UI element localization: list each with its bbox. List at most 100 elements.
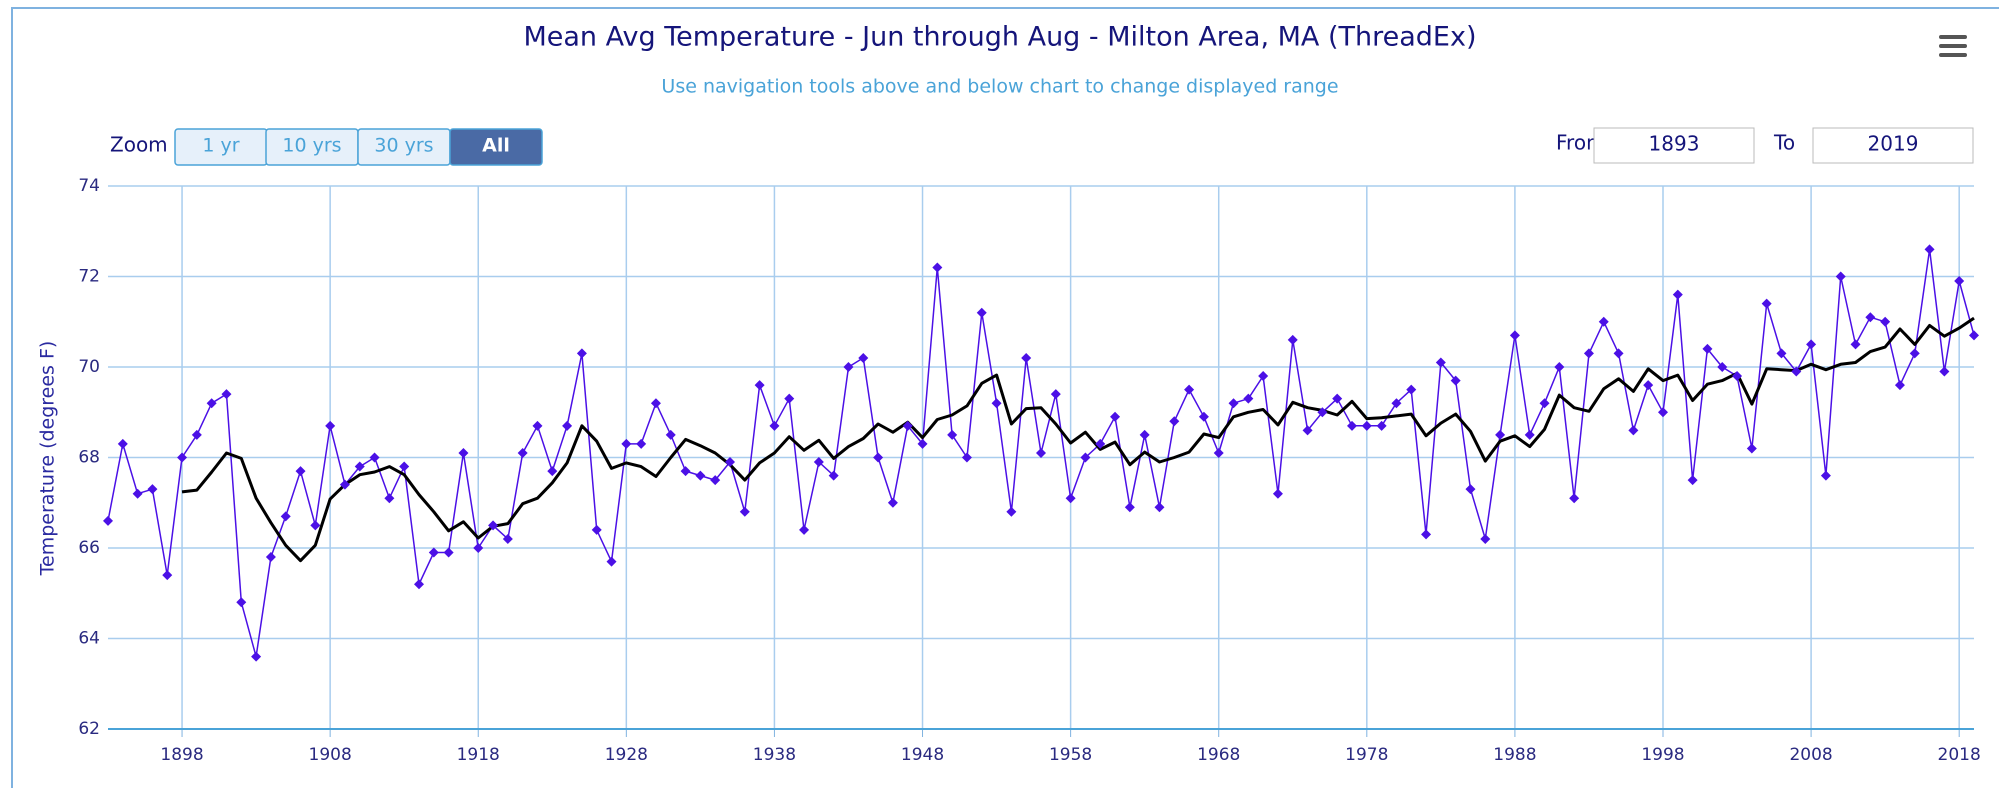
from-input[interactable] <box>1593 127 1755 164</box>
data-point[interactable] <box>1672 289 1683 300</box>
data-point[interactable] <box>947 429 958 440</box>
data-point[interactable] <box>103 515 113 526</box>
data-point[interactable] <box>621 438 632 449</box>
data-point[interactable] <box>162 570 173 581</box>
to-input[interactable] <box>1812 127 1974 164</box>
data-point[interactable] <box>1406 384 1417 395</box>
data-point[interactable] <box>887 497 898 508</box>
data-point[interactable] <box>710 475 721 486</box>
data-point[interactable] <box>1909 348 1920 359</box>
data-point[interactable] <box>1435 357 1446 368</box>
data-point[interactable] <box>1347 420 1357 431</box>
data-point[interactable] <box>1376 420 1387 431</box>
data-point[interactable] <box>191 429 202 440</box>
data-point[interactable] <box>1154 502 1165 513</box>
data-point[interactable] <box>502 533 513 544</box>
data-point[interactable] <box>932 262 943 273</box>
data-point[interactable] <box>1687 475 1698 486</box>
menu-bar[interactable] <box>1939 35 1967 39</box>
data-point[interactable] <box>1954 276 1965 287</box>
data-point[interactable] <box>354 461 365 472</box>
data-point[interactable] <box>265 552 276 563</box>
data-point[interactable] <box>1258 371 1269 382</box>
data-point[interactable] <box>813 457 824 468</box>
data-point[interactable] <box>1110 411 1121 422</box>
data-point[interactable] <box>1924 244 1935 255</box>
data-point[interactable] <box>473 543 484 553</box>
data-point[interactable] <box>1613 348 1624 359</box>
data-point[interactable] <box>769 420 780 431</box>
data-point[interactable] <box>1095 438 1106 449</box>
data-point[interactable] <box>828 470 839 481</box>
data-point[interactable] <box>1139 429 1150 440</box>
data-point[interactable] <box>1894 380 1905 391</box>
data-point[interactable] <box>917 438 928 449</box>
data-point[interactable] <box>1806 339 1817 350</box>
data-point[interactable] <box>1539 398 1550 409</box>
data-point[interactable] <box>591 524 602 535</box>
data-point[interactable] <box>206 398 217 409</box>
data-point[interactable] <box>1969 330 1979 341</box>
data-point[interactable] <box>680 466 691 477</box>
data-point[interactable] <box>1732 371 1743 382</box>
data-point[interactable] <box>1287 334 1298 345</box>
data-point[interactable] <box>1791 366 1802 377</box>
data-point[interactable] <box>1065 493 1076 504</box>
data-point[interactable] <box>117 438 128 449</box>
zoom-button-label[interactable]: 30 yrs <box>374 135 433 157</box>
data-point[interactable] <box>1880 316 1891 327</box>
data-point[interactable] <box>1746 443 1757 454</box>
data-point[interactable] <box>725 457 735 468</box>
data-point[interactable] <box>517 447 528 458</box>
data-point[interactable] <box>325 420 336 431</box>
data-point[interactable] <box>1643 380 1654 391</box>
data-point[interactable] <box>1021 352 1032 363</box>
data-point[interactable] <box>754 380 765 391</box>
data-point[interactable] <box>147 484 158 495</box>
data-point[interactable] <box>1036 447 1046 458</box>
data-point[interactable] <box>458 447 469 458</box>
data-point[interactable] <box>799 524 810 535</box>
menu-icon[interactable] <box>1939 35 1967 57</box>
data-point[interactable] <box>961 452 972 463</box>
data-point[interactable] <box>873 452 884 463</box>
data-point[interactable] <box>532 420 543 431</box>
data-point[interactable] <box>1628 425 1639 436</box>
data-point[interactable] <box>1421 529 1432 540</box>
to-value[interactable]: 2019 <box>1868 132 1919 156</box>
data-point[interactable] <box>1124 502 1135 513</box>
data-point[interactable] <box>1050 389 1061 400</box>
data-point[interactable] <box>1820 470 1831 481</box>
data-point[interactable] <box>1583 348 1594 359</box>
data-point[interactable] <box>1361 420 1372 431</box>
data-point[interactable] <box>251 651 262 662</box>
data-point[interactable] <box>236 597 247 608</box>
zoom-button[interactable] <box>449 128 543 166</box>
data-point[interactable] <box>1391 398 1402 409</box>
data-point[interactable] <box>1554 362 1565 372</box>
data-point[interactable] <box>1302 425 1313 436</box>
zoom-button-label[interactable]: 10 yrs <box>282 135 341 157</box>
data-point[interactable] <box>177 452 188 463</box>
data-point[interactable] <box>1524 429 1535 440</box>
data-point[interactable] <box>739 506 750 517</box>
data-point[interactable] <box>1761 298 1772 309</box>
data-point[interactable] <box>295 466 306 477</box>
data-point[interactable] <box>1228 398 1239 409</box>
data-point[interactable] <box>310 520 321 531</box>
data-point[interactable] <box>1184 384 1195 395</box>
data-point[interactable] <box>547 466 558 477</box>
data-point[interactable] <box>636 438 647 449</box>
data-point[interactable] <box>1080 452 1091 463</box>
data-point[interactable] <box>902 420 913 431</box>
data-point[interactable] <box>1272 488 1283 499</box>
data-point[interactable] <box>280 511 291 522</box>
data-point[interactable] <box>606 556 617 567</box>
menu-bar[interactable] <box>1939 53 1967 57</box>
data-point[interactable] <box>1006 506 1017 517</box>
data-point[interactable] <box>1495 429 1506 440</box>
data-point[interactable] <box>1717 362 1728 372</box>
data-point[interactable] <box>399 461 410 472</box>
data-point[interactable] <box>488 520 499 531</box>
data-point[interactable] <box>1509 330 1520 341</box>
